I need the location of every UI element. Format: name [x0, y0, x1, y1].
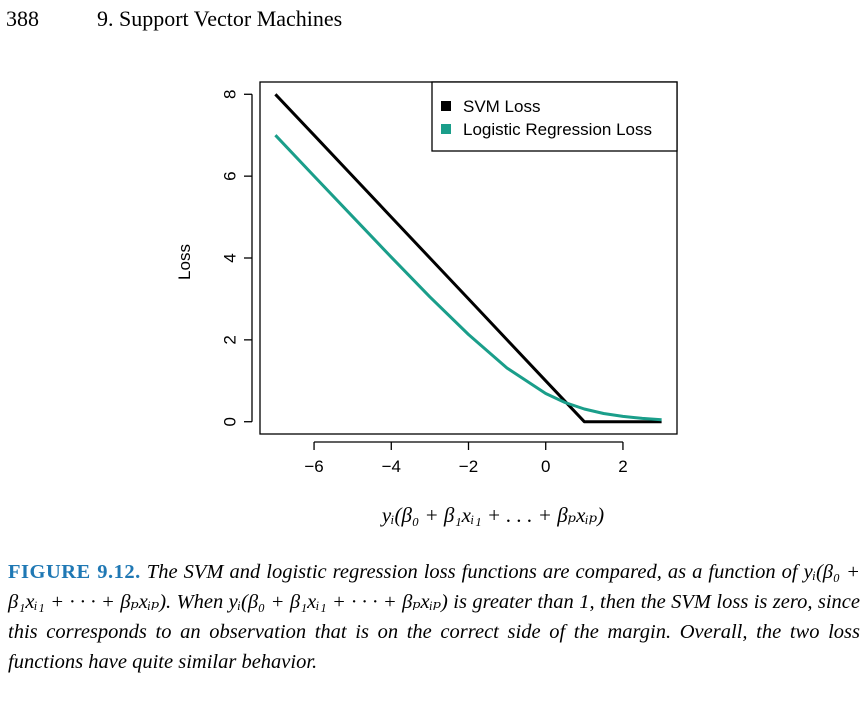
y-tick-label: 0 [221, 417, 240, 426]
x-tick-label: 0 [541, 457, 550, 476]
figure-label: FIGURE 9.12. [8, 561, 141, 583]
series-layer [274, 93, 662, 424]
x-tick-label: −2 [459, 457, 478, 476]
y-tick-label: 4 [221, 253, 240, 262]
legend-swatch-logistic [441, 124, 451, 134]
legend-label-svm: SVM Loss [463, 97, 540, 116]
logistic-loss-line [274, 134, 662, 422]
x-tick-label: −6 [304, 457, 323, 476]
x-axis-label: yᵢ(β₀ + β₁xᵢ₁ + . . . + βₚxᵢₚ) [380, 503, 604, 527]
page-header: 388 9. Support Vector Machines [6, 6, 862, 36]
x-tick-label: −4 [382, 457, 401, 476]
legend-swatch-svm [441, 101, 451, 111]
y-tick-label: 6 [221, 171, 240, 180]
legend-label-logistic: Logistic Regression Loss [463, 120, 652, 139]
caption-text: The SVM and logistic regression loss fun… [8, 561, 860, 673]
figure-caption: FIGURE 9.12. The SVM and logistic regres… [8, 557, 860, 677]
y-tick-label: 2 [221, 335, 240, 344]
x-axis: −6 −4 −2 0 2 [304, 441, 628, 476]
legend-box [431, 81, 678, 152]
svm-loss-line [274, 93, 662, 424]
x-tick-label: 2 [618, 457, 627, 476]
y-tick-label: 8 [221, 90, 240, 99]
page-number: 388 [6, 6, 39, 31]
y-axis: 0 2 4 6 8 [221, 90, 253, 426]
legend: SVM Loss Logistic Regression Loss [431, 81, 678, 152]
loss-chart: −6 −4 −2 0 2 0 2 4 6 8 SVM Loss Logistic Regress… [175, 81, 678, 527]
chapter-title: 9. Support Vector Machines [97, 6, 343, 31]
y-axis-label: Loss [175, 244, 194, 280]
